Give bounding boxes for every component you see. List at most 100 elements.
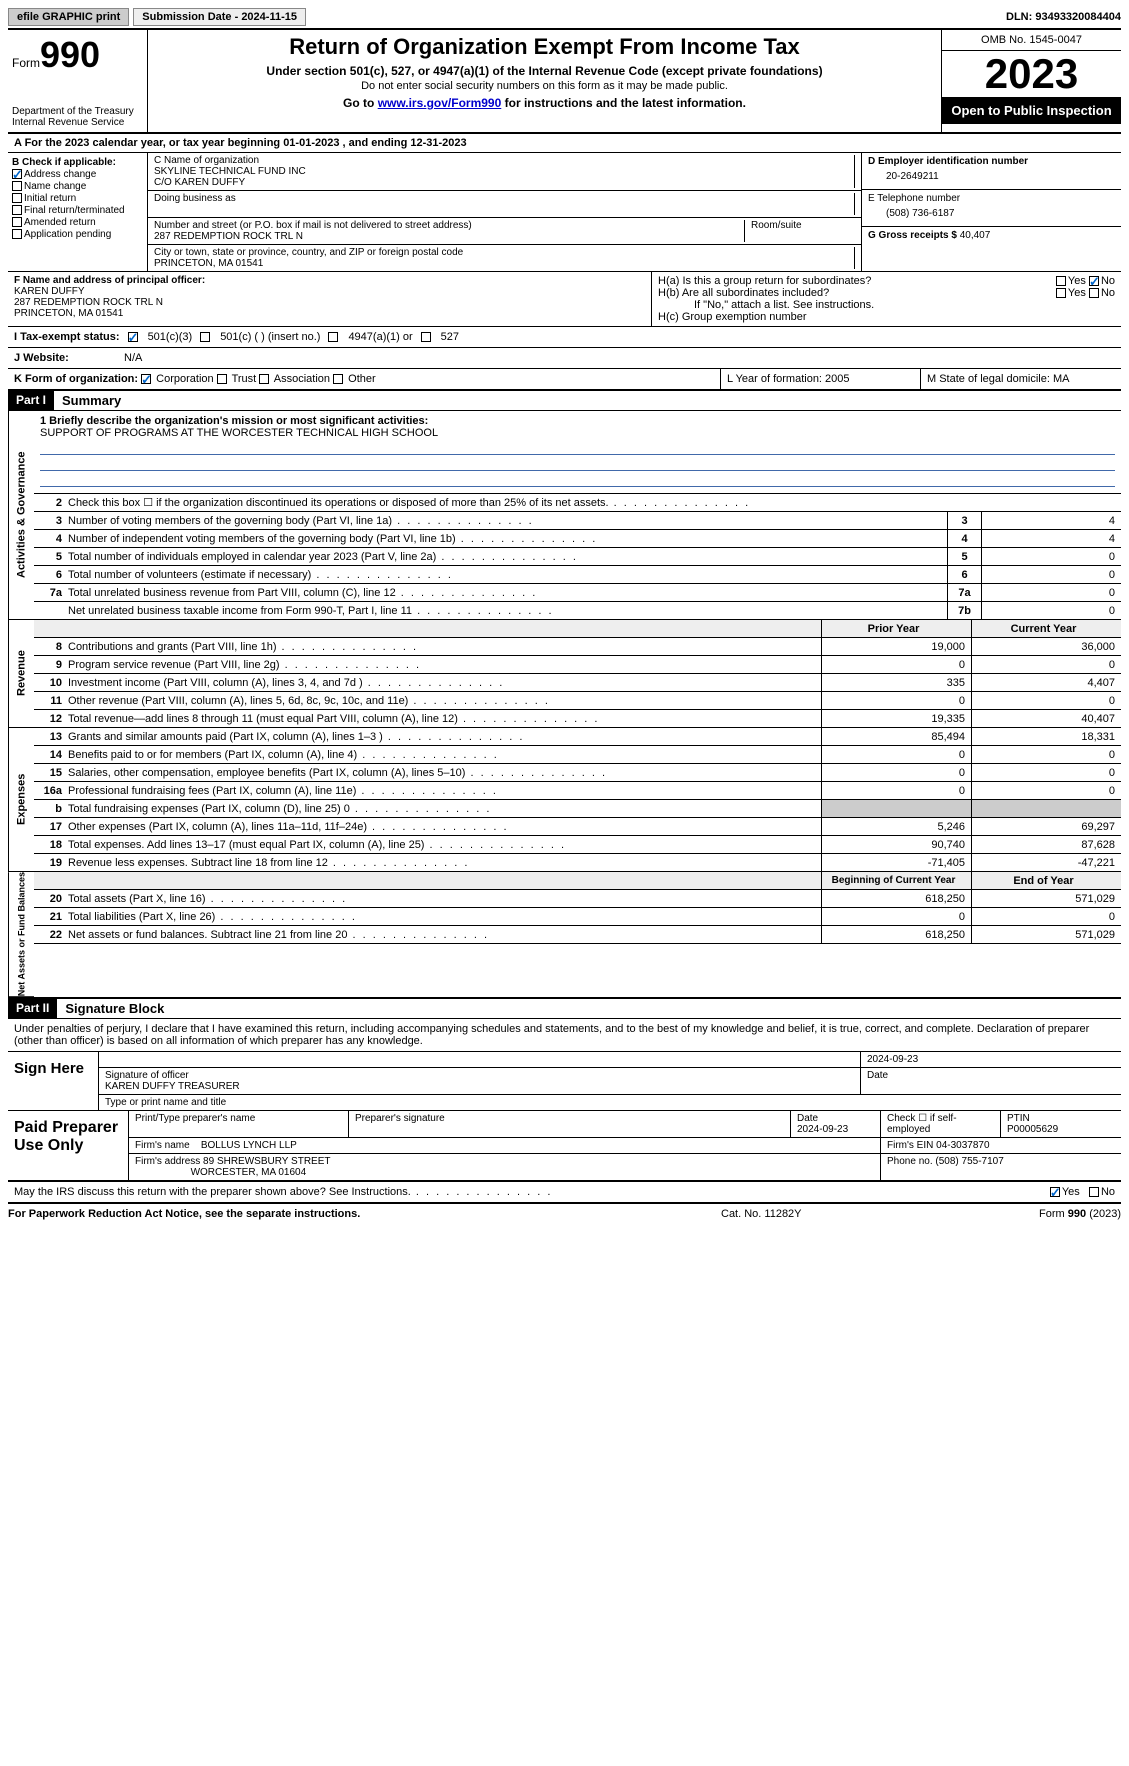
line-desc: Total number of individuals employed in … <box>68 549 947 565</box>
line-desc: Professional fundraising fees (Part IX, … <box>68 783 821 799</box>
summary-line: 9 Program service revenue (Part VIII, li… <box>34 656 1121 674</box>
sign-here-block: Sign Here 2024-09-23 Signature of office… <box>8 1051 1121 1111</box>
prior-year-val: 0 <box>821 764 971 781</box>
ein: 20-2649211 <box>868 167 1115 186</box>
chk-527[interactable] <box>421 332 431 342</box>
line-num: 22 <box>34 929 68 941</box>
line-num: 5 <box>34 551 68 563</box>
line-desc: Net unrelated business taxable income fr… <box>68 603 947 619</box>
firm-addr2: WORCESTER, MA 01604 <box>191 1167 307 1178</box>
part-2-header: Part II Signature Block <box>8 999 1121 1019</box>
discuss-question: May the IRS discuss this return with the… <box>14 1186 552 1198</box>
line-num: 10 <box>34 677 68 689</box>
line-num: 14 <box>34 749 68 761</box>
current-year-val: 0 <box>971 764 1121 781</box>
firm-ein-label: Firm's EIN <box>887 1140 933 1151</box>
line-num: 16a <box>34 785 68 797</box>
summary-line: 13 Grants and similar amounts paid (Part… <box>34 728 1121 746</box>
chk-amended-return[interactable] <box>12 217 22 227</box>
summary-line: 5 Total number of individuals employed i… <box>34 548 1121 566</box>
footer-form-post: (2023) <box>1086 1208 1121 1220</box>
part-2-title: Signature Block <box>57 999 172 1018</box>
goto-post: for instructions and the latest informat… <box>501 96 746 110</box>
chk-hb-yes[interactable] <box>1056 288 1066 298</box>
current-year-val: 4,407 <box>971 674 1121 691</box>
summary-line: 21 Total liabilities (Part X, line 26) 0… <box>34 908 1121 926</box>
sig-type-label: Type or print name and title <box>99 1095 1121 1110</box>
irs-link[interactable]: www.irs.gov/Form990 <box>378 96 502 110</box>
lbl-trust: Trust <box>232 373 257 385</box>
summary-line: 6 Total number of volunteers (estimate i… <box>34 566 1121 584</box>
line-desc: Other revenue (Part VIII, column (A), li… <box>68 693 821 709</box>
page-footer: For Paperwork Reduction Act Notice, see … <box>8 1204 1121 1220</box>
summary-line: 4 Number of independent voting members o… <box>34 530 1121 548</box>
ha-label: H(a) Is this a group return for subordin… <box>658 275 871 287</box>
chk-initial-return[interactable] <box>12 193 22 203</box>
lbl-no: No <box>1101 275 1115 287</box>
chk-501c[interactable] <box>200 332 210 342</box>
sig-officer-name: KAREN DUFFY TREASURER <box>105 1081 854 1092</box>
sig-officer-label: Signature of officer <box>105 1070 854 1081</box>
line-box: 4 <box>947 530 981 547</box>
current-year-val: 0 <box>971 908 1121 925</box>
chk-hb-no[interactable] <box>1089 288 1099 298</box>
section-bcdeg: B Check if applicable: Address change Na… <box>8 153 1121 272</box>
chk-discuss-no[interactable] <box>1089 1187 1099 1197</box>
part-1-header: Part I Summary <box>8 391 1121 411</box>
line-val: 0 <box>981 602 1121 619</box>
current-year-val: 87,628 <box>971 836 1121 853</box>
chk-association[interactable] <box>259 374 269 384</box>
line-num: 2 <box>34 497 68 509</box>
sig-date-1: 2024-09-23 <box>861 1052 1121 1067</box>
chk-application-pending[interactable] <box>12 229 22 239</box>
line-val: 4 <box>981 512 1121 529</box>
summary-line: 19 Revenue less expenses. Subtract line … <box>34 854 1121 872</box>
chk-ha-yes[interactable] <box>1056 276 1066 286</box>
form-subtitle-1: Under section 501(c), 527, or 4947(a)(1)… <box>156 64 933 78</box>
paid-preparer-label: Paid Preparer Use Only <box>8 1111 128 1180</box>
mission-line <box>40 473 1115 487</box>
ptin-label: PTIN <box>1007 1113 1030 1124</box>
summary-line: 18 Total expenses. Add lines 13–17 (must… <box>34 836 1121 854</box>
chk-trust[interactable] <box>217 374 227 384</box>
chk-4947[interactable] <box>328 332 338 342</box>
chk-other[interactable] <box>333 374 343 384</box>
efile-print-button[interactable]: efile GRAPHIC print <box>8 8 129 26</box>
open-to-public: Open to Public Inspection <box>942 97 1121 124</box>
lbl-527: 527 <box>441 331 459 343</box>
chk-ha-no[interactable] <box>1089 276 1099 286</box>
signature-declaration: Under penalties of perjury, I declare th… <box>8 1019 1121 1051</box>
line-num: 9 <box>34 659 68 671</box>
officer-city: PRINCETON, MA 01541 <box>14 308 645 319</box>
line-desc: Total assets (Part X, line 16) <box>68 891 821 907</box>
row-klm: K Form of organization: Corporation Trus… <box>8 369 1121 391</box>
lbl-discuss-no: No <box>1101 1186 1115 1198</box>
line-desc: Total unrelated business revenue from Pa… <box>68 585 947 601</box>
current-year-val: 36,000 <box>971 638 1121 655</box>
summary-line: 2 Check this box ☐ if the organization d… <box>34 494 1121 512</box>
chk-501c3[interactable] <box>128 332 138 342</box>
chk-final-return[interactable] <box>12 205 22 215</box>
prior-year-val: 5,246 <box>821 818 971 835</box>
box-f: F Name and address of principal officer:… <box>8 272 651 326</box>
line-num: 6 <box>34 569 68 581</box>
line-desc: Salaries, other compensation, employee b… <box>68 765 821 781</box>
line-desc: Grants and similar amounts paid (Part IX… <box>68 729 821 745</box>
lbl-discuss-yes: Yes <box>1062 1186 1080 1198</box>
submission-date: Submission Date - 2024-11-15 <box>133 8 306 26</box>
chk-address-change[interactable] <box>12 169 22 179</box>
line-desc: Total liabilities (Part X, line 26) <box>68 909 821 925</box>
tax-exempt-label: I Tax-exempt status: <box>14 331 120 343</box>
summary-line: 8 Contributions and grants (Part VIII, l… <box>34 638 1121 656</box>
summary-line: Net unrelated business taxable income fr… <box>34 602 1121 620</box>
chk-corporation[interactable] <box>141 374 151 384</box>
prep-name-label: Print/Type preparer's name <box>129 1111 349 1137</box>
form-subtitle-2: Do not enter social security numbers on … <box>156 80 933 92</box>
current-year-val: 0 <box>971 692 1121 709</box>
summary-line: b Total fundraising expenses (Part IX, c… <box>34 800 1121 818</box>
form-org-label: K Form of organization: <box>14 373 138 385</box>
line-val: 0 <box>981 548 1121 565</box>
chk-name-change[interactable] <box>12 181 22 191</box>
chk-discuss-yes[interactable] <box>1050 1187 1060 1197</box>
vtab-net-assets: Net Assets or Fund Balances <box>8 872 34 997</box>
